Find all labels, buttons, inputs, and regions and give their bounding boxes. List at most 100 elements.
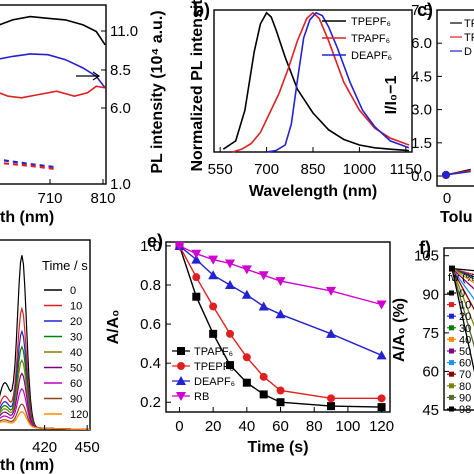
panel-e-xlabel: Time (s) xyxy=(247,439,308,456)
panel-b-xtick-label-2: 850 xyxy=(300,161,325,178)
panel-e-point-3-4 xyxy=(241,265,252,275)
panel-d-spectrum-8 xyxy=(0,411,90,430)
panel-e-point-0-1 xyxy=(192,292,201,301)
panel-f-series-line-5 xyxy=(451,268,474,290)
panel-e-legend-marker-2 xyxy=(176,376,186,385)
panel-f-series-line-3 xyxy=(451,267,474,280)
panel-b-series-line-2 xyxy=(266,11,410,153)
panel-f-legend-marker-3 xyxy=(449,325,454,331)
panel-d-legend-label-6: 60 xyxy=(70,378,82,390)
panel-f-legend-marker-0 xyxy=(449,290,454,296)
panel-e-xtick-label-4: 80 xyxy=(306,418,323,435)
panel-a-series-line-0 xyxy=(0,15,106,46)
panel-c-label: c) xyxy=(417,0,433,20)
panel-e-point-3-5 xyxy=(258,271,269,281)
panel-e-point-2-3 xyxy=(225,279,235,289)
panel-f-series-line-8 xyxy=(451,268,474,327)
panel-e-ytick-label-4: 1.0 xyxy=(140,238,161,255)
panel-c-marker-2 xyxy=(442,170,450,179)
panel-a: 710 810 th (nm) 11.0 8.5 6.0 1.0 PL intensity (… xyxy=(0,4,166,226)
panel-d-xlabel: th (nm) xyxy=(0,457,54,474)
panel-e-point-0-4 xyxy=(242,378,251,387)
panel-d: 420 450 th (nm) Time / s 0 10 20 30 40 50 60 90 120 xyxy=(0,239,100,474)
panel-a-ytick-label-3: 1.0 xyxy=(110,176,131,193)
panel-c-ytick-label-1: 6.0 xyxy=(411,35,432,52)
panel-d-xtick-label-1: 450 xyxy=(75,439,100,456)
panel-f-legend-marker-6 xyxy=(449,360,454,366)
panel-e-point-0-6 xyxy=(276,398,285,407)
panel-c-frame xyxy=(436,9,474,187)
panel-c-series-line-2 xyxy=(445,170,471,176)
panel-b-legend-label-0: TPEPF₆ xyxy=(351,16,391,28)
panel-a-series-line-2 xyxy=(0,85,106,99)
panel-e-point-2-8 xyxy=(376,350,387,360)
panel-e-point-1-6 xyxy=(276,386,285,395)
panel-f-series-line-4 xyxy=(451,268,474,284)
panel-d-legend-label-5: 50 xyxy=(70,363,82,375)
panel-e-point-0-7 xyxy=(327,402,336,411)
panel-c-legend-label-2: D xyxy=(464,46,472,58)
panel-e-legend-marker-3 xyxy=(176,392,186,401)
panel-a-ytick-label-1: 8.5 xyxy=(110,62,131,79)
panel-b-label: b) xyxy=(193,0,210,20)
panel-e: 0 20 40 60 80 100 120 0.2 0.4 0.6 0.8 1.0 Time (s) A/… xyxy=(105,231,394,456)
panel-e-xtick-label-2: 40 xyxy=(238,418,255,435)
panel-d-legend-label-8: 120 xyxy=(70,409,88,421)
panel-b-xtick-label-1: 700 xyxy=(254,161,279,178)
panel-e-legend-label-1: TPEPF₆ xyxy=(194,361,234,373)
panel-e-point-1-2 xyxy=(209,302,218,311)
panel-e-legend-label-0: TPAPF₆ xyxy=(194,346,233,358)
panel-e-point-3-6 xyxy=(275,277,286,287)
panel-f-legend-marker-5 xyxy=(449,348,454,354)
panel-a-xtick-label-1: 810 xyxy=(90,190,115,207)
panel-a-frame xyxy=(0,4,107,185)
panel-e-point-2-6 xyxy=(275,309,286,319)
panel-f-legend-marker-2 xyxy=(449,313,454,319)
panel-e-xtick-label-5: 100 xyxy=(335,418,360,435)
panel-f-legend-title: fw (%) xyxy=(448,272,474,284)
panel-f-legend-label-9: 90 xyxy=(459,392,471,404)
panel-f-legend-marker-4 xyxy=(449,336,454,342)
panel-d-xtick-label-0: 420 xyxy=(32,439,57,456)
panel-e-legend-label-3: RB xyxy=(194,391,209,403)
panel-f-series-line-9 xyxy=(451,268,474,348)
panel-b-series-line-0 xyxy=(222,11,409,152)
panel-a-ytick-label-0: 11.0 xyxy=(110,23,138,40)
panel-d-legend-label-3: 30 xyxy=(70,332,82,344)
panel-e-point-3-0 xyxy=(174,241,185,251)
panel-b-xtick-label-4: 1150 xyxy=(390,161,422,178)
panel-c-xtick-label-0: 0 xyxy=(443,190,451,207)
panel-f-legend-label-3: 30 xyxy=(459,323,471,335)
panel-e-xtick-label-0: 0 xyxy=(175,418,183,435)
panel-e-point-1-3 xyxy=(226,329,234,338)
panel-e-xtick-label-1: 20 xyxy=(205,418,222,435)
panel-a-series-line-1 xyxy=(0,53,106,89)
panel-e-legend-label-2: DEAPF₆ xyxy=(194,376,235,388)
panel-d-frame xyxy=(0,239,91,431)
panel-f-legend-label-7: 70 xyxy=(459,369,471,381)
panel-e-point-2-5 xyxy=(258,301,269,311)
panel-b-xtick-label-0: 550 xyxy=(208,161,233,178)
panel-f-legend-marker-7 xyxy=(449,371,454,377)
panel-e-point-2-7 xyxy=(326,328,337,338)
panel-a-arrow xyxy=(76,71,101,81)
panel-f-legend-marker-8 xyxy=(449,383,454,389)
panel-c-xlabel: Tolu xyxy=(440,209,473,226)
panel-d-legend-label-1: 10 xyxy=(70,301,82,313)
panel-f-legend-label-2: 20 xyxy=(459,311,471,323)
panel-e-point-1-7 xyxy=(327,394,336,403)
panel-f-ytick-label-1: 90 xyxy=(422,286,439,303)
panel-f-series-line-0 xyxy=(451,267,474,272)
panel-f-legend-label-1: 10 xyxy=(459,300,471,312)
panel-e-label: e) xyxy=(147,231,163,251)
panel-b: 550 700 850 1000 1150 Wavelength (nm) Normaliz… xyxy=(189,0,422,200)
panel-b-series-line-1 xyxy=(232,11,410,153)
panel-c-ytick-label-3: 3.0 xyxy=(411,102,432,119)
panel-e-point-2-2 xyxy=(208,270,219,280)
panel-d-legend-label-0: 0 xyxy=(70,285,76,297)
panel-e-point-1-8 xyxy=(377,394,386,403)
panel-f-series-line-10 xyxy=(451,268,474,373)
panel-f-frame xyxy=(443,247,474,411)
panel-f-legend-label-0: 0 xyxy=(459,288,465,300)
